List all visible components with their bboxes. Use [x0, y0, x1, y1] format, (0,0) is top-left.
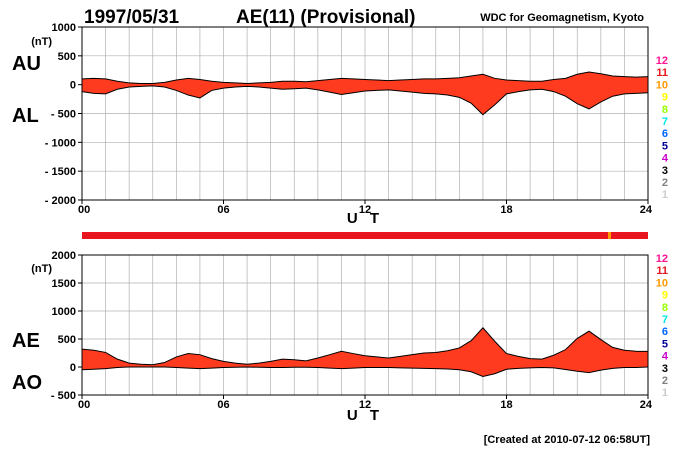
au-label: AU [12, 53, 41, 75]
legend-item: 8 [662, 302, 668, 314]
legend-item: 1 [662, 189, 668, 201]
legend-item: 8 [662, 104, 668, 116]
legend-item: 2 [662, 177, 668, 189]
legend-item: 3 [662, 363, 668, 375]
y-tick-label: - 2000 [45, 195, 76, 207]
x-tick-label: 24 [640, 204, 653, 216]
ae-ao-area [81, 327, 649, 378]
au-al-x-ticks: 00 06 12 18 24 [78, 200, 653, 216]
ae-ao-x-ticks: 00 06 12 18 24 [78, 395, 653, 411]
legend-item: 5 [662, 140, 668, 152]
ae-ao-y-ticks: 2000 1500 1000 500 0 - 500 [51, 250, 82, 402]
y-tick-label: 500 [58, 334, 76, 346]
y-tick-label: - 500 [51, 390, 76, 402]
legend-item: 3 [662, 165, 668, 177]
au-area-line [81, 71, 649, 85]
ae-area-line [81, 327, 648, 366]
created-timestamp: [Created at 2010-07-12 06:58UT] [484, 434, 651, 446]
chart-date: 1997/05/31 [84, 7, 180, 28]
au-al-x-axis-label: U T [347, 210, 383, 227]
ae-ao-x-axis-label: U T [347, 407, 383, 424]
al-area-line [81, 85, 649, 116]
y-tick-label: 1000 [52, 306, 76, 318]
activity-bar [82, 232, 648, 239]
legend-item: 12 [656, 55, 668, 67]
y-tick-label: 0 [70, 362, 76, 374]
legend-item: 7 [662, 314, 668, 326]
y-tick-label: 2000 [52, 250, 76, 262]
legend-item: 11 [656, 67, 668, 79]
organization-label: WDC for Geomagnetism, Kyoto [480, 12, 644, 24]
au-al-y-ticks: 1000 500 0 - 500 - 1000 - 1500 - 2000 [45, 22, 82, 207]
legend-item: 10 [656, 79, 668, 91]
ae-ao-frame [81, 254, 649, 396]
ae-ao-grid [82, 255, 648, 395]
legend-item: 5 [662, 338, 668, 350]
legend-item: 1 [662, 387, 668, 399]
x-tick-label: 12 [359, 399, 371, 411]
x-tick-label: 06 [217, 399, 229, 411]
x-tick-label: 24 [640, 399, 653, 411]
legend-item: 4 [662, 351, 669, 363]
au-al-grid [82, 27, 648, 200]
x-tick-label: 12 [359, 204, 371, 216]
y-tick-label: 1500 [52, 278, 76, 290]
x-tick-label: 00 [78, 399, 90, 411]
legend-item: 4 [662, 153, 669, 165]
ao-area-line [81, 366, 649, 378]
legend-item: 6 [662, 128, 668, 140]
y-tick-label: - 1500 [45, 166, 76, 178]
ae-ao-unit: (nT) [31, 263, 52, 275]
y-tick-label: - 500 [51, 109, 76, 121]
au-al-area [81, 71, 649, 116]
y-tick-label: - 1000 [45, 137, 76, 149]
legend-item: 9 [662, 92, 668, 104]
ae-area-band [82, 327, 648, 377]
legend-item: 6 [662, 326, 668, 338]
au-al-frame [81, 26, 649, 201]
au-al-unit: (nT) [31, 36, 52, 48]
activity-bar-marker [608, 232, 611, 239]
legend-item: 2 [662, 375, 668, 387]
legend-item: 10 [656, 277, 668, 289]
ae-label: AE [12, 330, 40, 352]
x-tick-label: 18 [500, 204, 512, 216]
au-al-panel: 1000 500 0 - 500 - 1000 - 1500 - 2000 00 06 12 18… [12, 22, 653, 227]
ao-label: AO [12, 372, 42, 394]
x-tick-label: 00 [78, 204, 90, 216]
ae-ao-panel: 2000 1500 1000 500 0 - 500 00 06 12 18 24 (nT) AE… [12, 250, 653, 424]
legend-item: 11 [656, 265, 668, 277]
y-tick-label: 0 [70, 80, 76, 92]
x-tick-label: 18 [500, 399, 512, 411]
legend-item: 7 [662, 116, 668, 128]
legend-item: 12 [656, 253, 668, 265]
y-tick-label: 500 [58, 51, 76, 63]
al-label: AL [12, 105, 39, 127]
x-tick-label: 06 [217, 204, 229, 216]
chart-title: AE(11) (Provisional) [236, 7, 416, 28]
y-tick-label: 1000 [52, 22, 76, 34]
legend-item: 9 [662, 290, 668, 302]
